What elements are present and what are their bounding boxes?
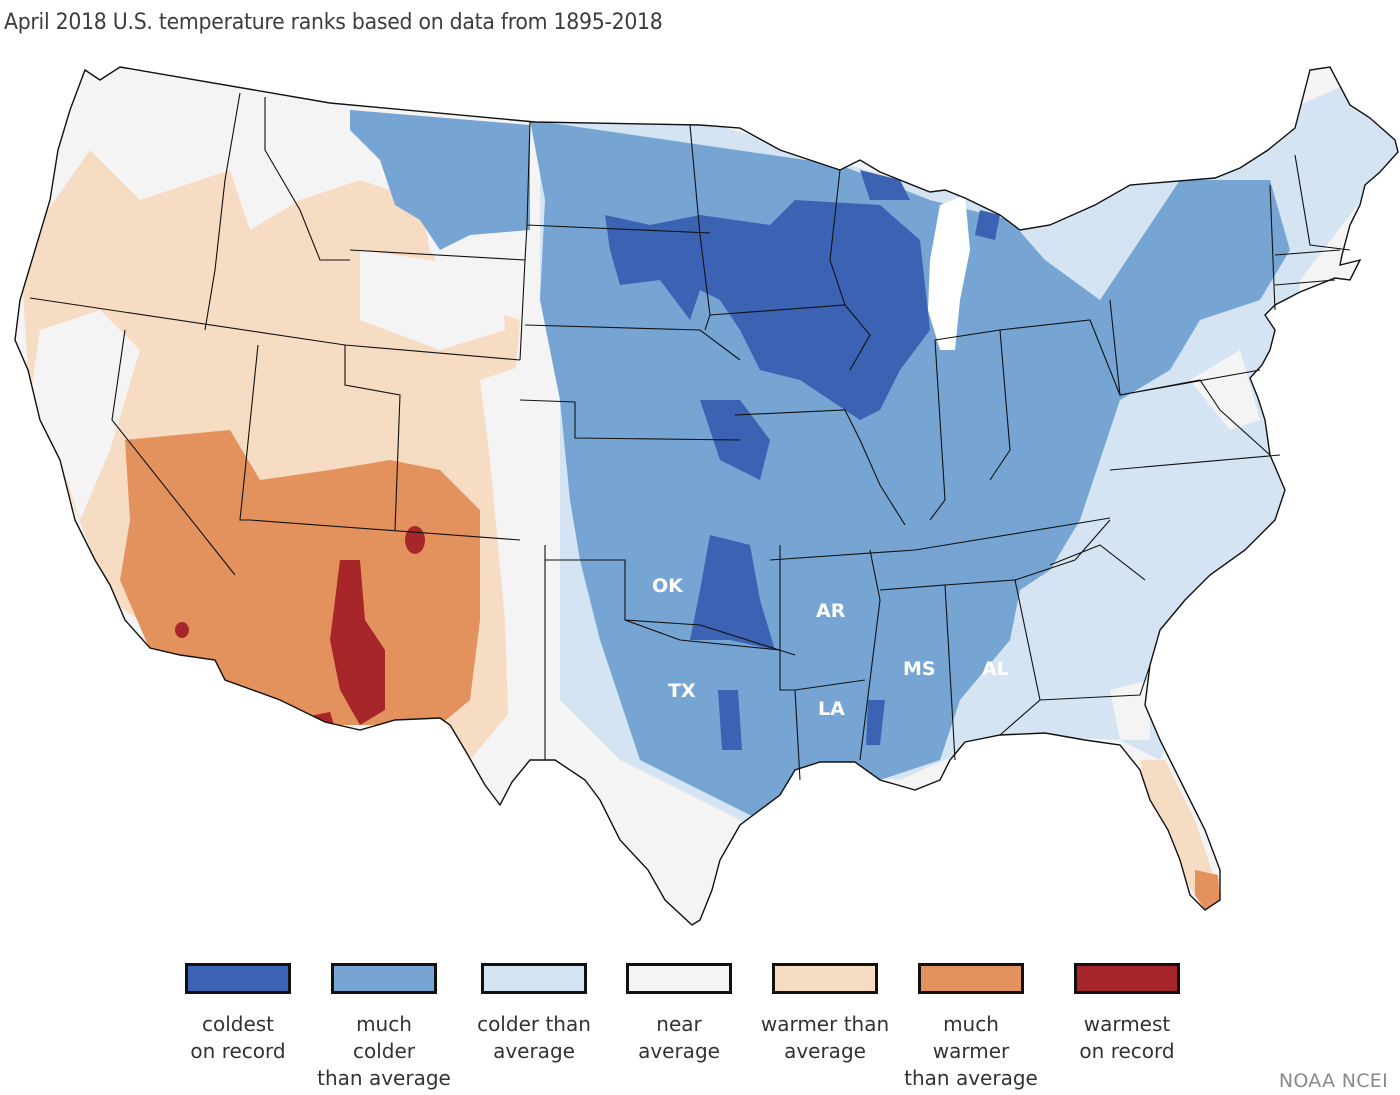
legend-label-much-colder: much colder than average bbox=[317, 1012, 451, 1090]
state-labels: OK AR TX MS AL LA bbox=[652, 575, 1009, 720]
legend-swatch-coldest bbox=[185, 963, 291, 994]
temperature-zones bbox=[15, 67, 1398, 925]
state-label-ok: OK bbox=[652, 575, 684, 597]
legend-swatch-warmer bbox=[772, 963, 878, 994]
zone-coldest-upper-mw bbox=[605, 200, 930, 420]
legend-label-warmest: warmest on record bbox=[1079, 1012, 1175, 1063]
map-title: April 2018 U.S. temperature ranks based … bbox=[4, 10, 663, 35]
state-borders bbox=[29, 92, 1351, 781]
legend-swatch-near bbox=[626, 963, 732, 994]
zone-much-colder-mt bbox=[350, 110, 530, 250]
lake-michigan bbox=[928, 195, 970, 350]
legend-label-warmer: warmer than average bbox=[760, 1012, 890, 1063]
zone-near-ne-coast bbox=[1190, 350, 1260, 430]
legend-swatch-much-warmer bbox=[918, 963, 1024, 994]
legend-label-colder: colder than average bbox=[477, 1012, 591, 1063]
legend-item-colder: colder than average bbox=[459, 963, 609, 1065]
legend-item-much-colder: much colder than average bbox=[309, 963, 459, 1092]
state-label-tx: TX bbox=[668, 680, 696, 702]
zone-near-eastplains bbox=[480, 360, 600, 800]
state-label-ar: AR bbox=[816, 600, 846, 622]
legend-swatch-colder bbox=[481, 963, 587, 994]
zone-warmest-ca bbox=[175, 622, 189, 638]
legend-item-warmer: warmer than average bbox=[750, 963, 900, 1065]
legend-swatch-warmest bbox=[1074, 963, 1180, 994]
zone-warmest-4c bbox=[405, 526, 425, 554]
lake-superior bbox=[860, 150, 945, 178]
zone-warmest-nm bbox=[330, 560, 385, 725]
legend-item-warmest: warmest on record bbox=[1052, 963, 1202, 1065]
state-label-ms: MS bbox=[903, 658, 936, 680]
zone-much-warmer-sw bbox=[120, 430, 480, 725]
us-temperature-map: OK AR TX MS AL LA bbox=[14, 66, 1399, 926]
legend-label-near: near average bbox=[638, 1012, 720, 1063]
zone-near-ca bbox=[30, 310, 140, 520]
zone-coldest-la bbox=[866, 700, 885, 745]
legend-swatch-much-colder bbox=[331, 963, 437, 994]
legend-item-near: near average bbox=[604, 963, 754, 1065]
zone-much-warmer-fl bbox=[1195, 870, 1220, 910]
state-label-la: LA bbox=[818, 698, 845, 720]
legend-label-coldest: coldest on record bbox=[190, 1012, 286, 1063]
zone-coldest-up bbox=[860, 170, 910, 200]
zone-coldest-tx bbox=[718, 690, 742, 750]
legend-item-much-warmer: much warmer than average bbox=[896, 963, 1046, 1092]
zone-coldest-ok bbox=[690, 535, 775, 650]
legend: coldest on record much colder than avera… bbox=[0, 963, 1400, 1093]
zone-coldest-mi bbox=[975, 210, 1000, 240]
zone-near-wy bbox=[360, 250, 505, 350]
legend-item-coldest: coldest on record bbox=[163, 963, 313, 1065]
legend-label-much-warmer: much warmer than average bbox=[904, 1012, 1038, 1090]
zone-warmer-fl bbox=[1140, 760, 1215, 905]
state-label-al: AL bbox=[982, 658, 1009, 680]
credit-label: NOAA NCEI bbox=[1278, 1070, 1388, 1092]
